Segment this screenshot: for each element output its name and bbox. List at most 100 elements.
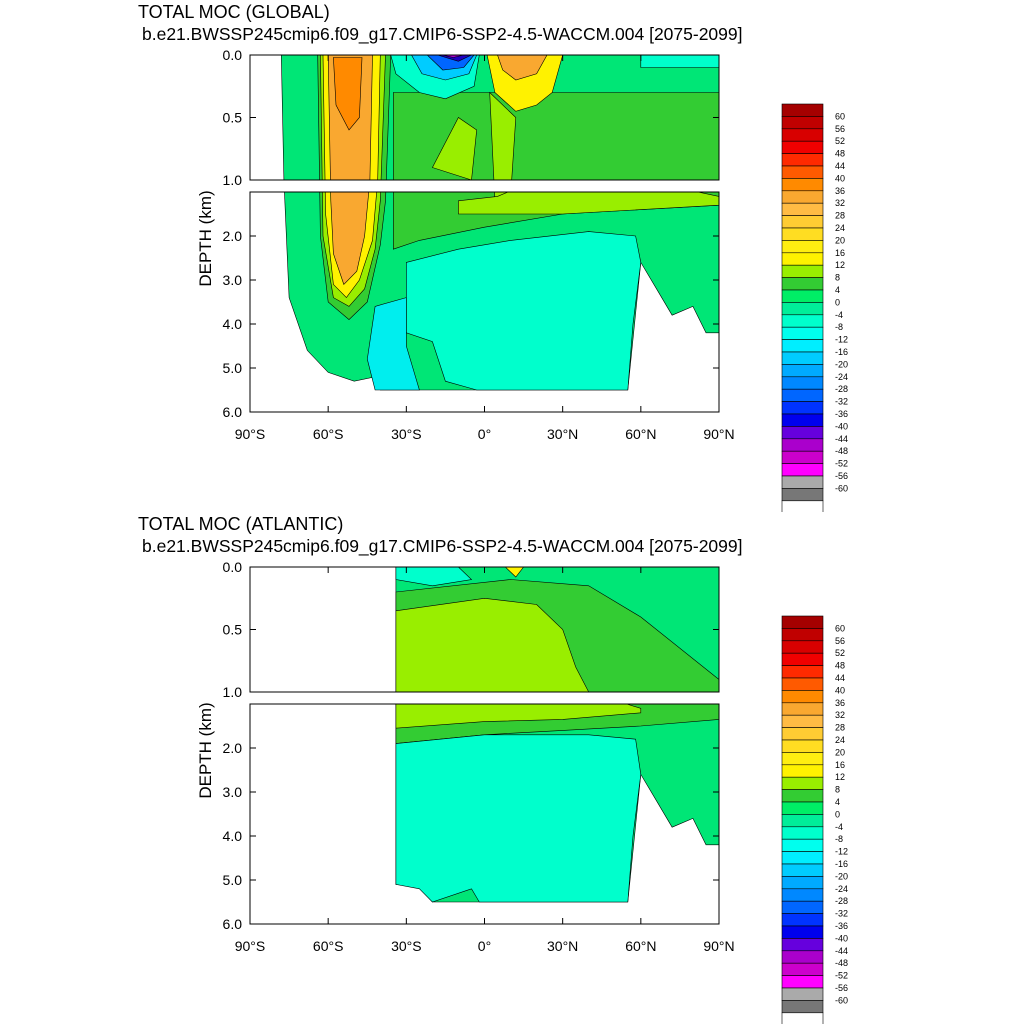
colorbar-swatch	[781, 727, 824, 741]
colorbar-swatch	[781, 227, 824, 241]
y-tick-label: 4.0	[223, 316, 243, 332]
colorbar-label: 40	[835, 173, 845, 183]
colorbar-label: 44	[835, 673, 845, 683]
colorbar-label: 52	[835, 648, 845, 658]
colorbar-swatch	[781, 888, 824, 902]
colorbar-swatch	[781, 426, 824, 440]
colorbar-swatch	[781, 776, 824, 790]
region-deep-negative	[395, 734, 642, 903]
colorbar-swatch	[781, 116, 824, 130]
colorbar-label: 36	[835, 186, 845, 196]
region-deacon-max	[333, 57, 363, 131]
colorbar-swatch	[781, 215, 824, 229]
colorbar-swatch	[781, 714, 824, 728]
region-surf-neg-4	[437, 55, 472, 62]
colorbar-swatch	[781, 987, 824, 1001]
colorbar-label: -32	[835, 909, 848, 919]
y-tick-label: 0.0	[223, 47, 243, 63]
y-tick-label: 3.0	[223, 784, 243, 800]
colorbar-label: -8	[835, 322, 843, 332]
colorbar-label: 20	[835, 235, 845, 245]
x-tick-label: 30°N	[547, 938, 578, 954]
x-tick-label: 90°N	[703, 426, 734, 442]
contour-field-upper	[395, 567, 719, 692]
colorbar-label: -4	[835, 310, 843, 320]
chart-title: TOTAL MOC (ATLANTIC)	[138, 514, 344, 534]
colorbar-swatch	[781, 351, 824, 365]
colorbar-swatch	[781, 975, 824, 989]
colorbar-swatch	[781, 339, 824, 353]
colorbar-label: 56	[835, 636, 845, 646]
colorbar-swatch	[781, 652, 824, 666]
y-tick-label: 2.0	[223, 740, 243, 756]
colorbar-label: 4	[835, 797, 840, 807]
colorbar-label: -4	[835, 822, 843, 832]
x-tick-label: 90°S	[235, 938, 266, 954]
colorbar-swatch	[781, 1012, 824, 1024]
chart-subtitle: b.e21.BWSSP245cmip6.f09_g17.CMIP6-SSP2-4…	[142, 536, 743, 556]
colorbar-swatch	[781, 277, 824, 291]
y-tick-label: 3.0	[223, 272, 243, 288]
colorbar-swatch	[781, 202, 824, 216]
colorbar-label: -56	[835, 983, 848, 993]
x-tick-label: 30°N	[547, 426, 578, 442]
colorbar-label: -44	[835, 946, 848, 956]
colorbar-label: 48	[835, 661, 845, 671]
x-tick-label: 0°	[478, 426, 491, 442]
y-axis-label: DEPTH (km)	[196, 190, 215, 286]
colorbar-swatch	[781, 739, 824, 753]
colorbar-label: 12	[835, 260, 845, 270]
colorbar-swatch	[781, 488, 824, 502]
colorbar-swatch	[781, 240, 824, 254]
colorbar-label: 16	[835, 760, 845, 770]
colorbar-swatch	[781, 938, 824, 952]
colorbar-swatch	[781, 640, 824, 654]
colorbar-label: -44	[835, 434, 848, 444]
colorbar-swatch	[781, 900, 824, 914]
x-tick-label: 0°	[478, 938, 491, 954]
x-tick-label: 30°S	[391, 938, 422, 954]
region-positive-8	[395, 597, 590, 692]
colorbar-label: -20	[835, 359, 848, 369]
y-tick-label: 5.0	[223, 360, 243, 376]
colorbar-swatch	[781, 1000, 824, 1014]
colorbar-swatch	[781, 252, 824, 266]
colorbar-swatch	[781, 615, 824, 629]
region-eq-positive-n	[489, 91, 517, 180]
colorbar-label: -60	[835, 483, 848, 493]
y-tick-label: 1.0	[223, 172, 243, 188]
colorbar-swatch	[781, 103, 824, 117]
region-surf-pos-2	[497, 55, 548, 81]
colorbar-label: 0	[835, 297, 840, 307]
x-tick-label: 90°N	[703, 938, 734, 954]
region-nh-surf-neg	[640, 55, 719, 68]
panel-atlantic: TOTAL MOC (ATLANTIC) b.e21.BWSSP245cmip6…	[0, 512, 1024, 1024]
colorbar-label: -36	[835, 921, 848, 931]
colorbar-label: 8	[835, 785, 840, 795]
colorbar-swatch	[781, 326, 824, 340]
colorbar-swatch	[781, 677, 824, 691]
colorbar-label: 24	[835, 223, 845, 233]
colorbar-label: -56	[835, 471, 848, 481]
region-weak-positive	[392, 92, 719, 180]
colorbar-label: 36	[835, 698, 845, 708]
x-tick-label: 60°N	[625, 426, 656, 442]
colorbar-swatch	[781, 702, 824, 716]
colorbar-label: -48	[835, 446, 848, 456]
colorbar-label: 60	[835, 111, 845, 121]
colorbar-label: 8	[835, 273, 840, 283]
contour-field-lower	[395, 704, 719, 903]
y-tick-label: 2.0	[223, 228, 243, 244]
moc-atlantic-chart: 0.0 0.5 1.0 2.0 3.0 4.0 5.0 6.0 90°S 60°S 30°S 0° 30…	[196, 559, 848, 1024]
colorbar-swatch	[781, 950, 824, 964]
colorbar-swatch	[781, 165, 824, 179]
colorbar-swatch	[781, 814, 824, 828]
colorbar-swatch	[781, 128, 824, 142]
y-tick-label: 0.0	[223, 559, 243, 575]
colorbar-swatch	[781, 190, 824, 204]
colorbar-label: -12	[835, 335, 848, 345]
colorbar-swatch	[781, 438, 824, 452]
colorbar-swatch	[781, 140, 824, 154]
colorbar-swatch	[781, 628, 824, 642]
colorbar-swatch	[781, 153, 824, 167]
